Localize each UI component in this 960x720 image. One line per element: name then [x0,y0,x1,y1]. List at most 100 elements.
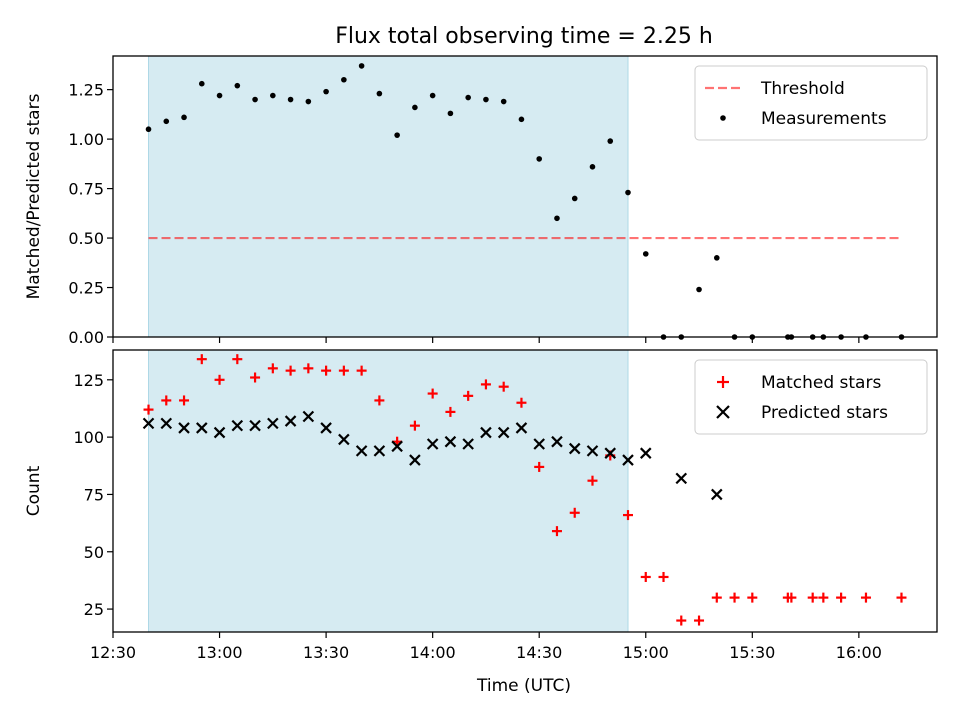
y-tick-label: 0.50 [68,229,104,248]
y-tick-label: 1.25 [68,81,104,100]
matched-star-marker [694,615,705,626]
observing-window-span [148,56,628,337]
matched-star-marker [356,365,367,376]
matched-star-marker [551,526,562,537]
matched-star-marker [569,507,580,518]
measurement-point [625,189,631,196]
predicted-star-marker [426,438,439,450]
measurement-point [376,90,383,97]
measurement-point [607,138,614,144]
measurement-point [394,132,400,138]
matched-star-marker [623,510,633,521]
legend-box [694,359,928,435]
matched-star-marker [427,388,438,399]
measurement-point [429,92,436,99]
predicted-star-marker [231,419,244,432]
predicted-star-marker [196,422,208,434]
matched-star-marker [463,390,474,401]
matched-star-marker [409,420,420,431]
predicted-star-marker [373,445,386,457]
measurement-point [536,156,543,162]
legend-label: Threshold [760,79,845,99]
matched-star-marker [896,592,907,603]
y-tick-label: 125 [73,371,104,390]
predicted-star-marker [409,454,421,466]
x-tick-label: 15:30 [729,643,775,662]
measurement-point [323,88,329,95]
predicted-star-marker [515,422,528,434]
x-axis-label: Time (UTC) [476,676,571,696]
measurement-point [163,118,170,125]
x-tick-label: 14:30 [516,643,562,662]
measurement-point [412,104,418,111]
predicted-star-marker [551,435,563,448]
predicted-star-marker [213,426,226,439]
matched-star-marker [818,592,829,603]
matched-star-marker [676,615,687,626]
measurement-point [589,164,596,170]
top-panel: 0.00 0.25 0.50 0.75 1.00 1.25 Matched/Predicte… [24,55,938,347]
predicted-star-marker [249,419,261,432]
chart-title: Flux total observing time = 2.25 h [335,24,713,49]
x-tick-label: 15:00 [623,643,669,662]
measurement-point [252,96,258,103]
predicted-star-marker [160,417,173,430]
y-axis-label: Count [24,465,44,516]
matched-star-marker [658,571,669,582]
measurement-point [483,96,489,103]
measurement-point [305,98,312,105]
predicted-star-marker [444,435,457,448]
legend-box [694,65,928,141]
predicted-star-marker [604,447,617,459]
legend-measurement-swatch [720,115,726,121]
legend-predicted-swatch [716,405,730,419]
matched-star-marker [161,395,172,406]
matched-star-marker [786,592,797,603]
predicted-star-marker [639,447,652,459]
matched-star-marker [285,365,296,376]
measurement-point [198,80,205,87]
predicted-star-marker [320,422,332,434]
predicted-star-marker [711,488,723,501]
predicted-star-marker [533,438,545,450]
y-tick-label: 1.00 [68,130,104,149]
measurement-point [642,251,649,257]
matched-star-marker [374,395,385,406]
measurement-point [554,215,560,222]
matched-star-marker [498,381,509,392]
predicted-star-marker [586,445,599,457]
y-tick-label: 75 [84,485,104,504]
legend-label: Matched stars [761,373,881,393]
measurement-point [500,98,507,105]
matched-star-marker [338,365,349,376]
matched-star-marker [445,406,456,417]
matched-star-marker [179,395,190,406]
measurement-point [713,255,720,261]
predicted-star-marker [338,433,350,446]
y-tick-label: 100 [73,428,104,447]
predicted-star-marker [355,445,368,457]
predicted-star-marker [178,422,190,434]
y-tick-label: 50 [84,543,104,562]
measurement-point [447,110,454,117]
predicted-star-marker [267,417,279,430]
legend-matched-swatch [717,376,729,388]
matched-star-marker [480,379,491,390]
predicted-star-marker [675,472,688,485]
x-tick-label: 16:00 [836,643,882,662]
measurement-point [145,126,152,133]
predicted-star-marker [284,415,297,427]
predicted-star-marker [622,454,634,466]
matched-star-marker [729,592,740,603]
y-tick-label: 25 [84,600,104,619]
matched-star-marker [143,404,154,415]
matched-star-marker [267,363,278,374]
predicted-star-marker [391,440,403,453]
matched-star-marker [321,365,332,376]
predicted-star-marker [480,426,492,439]
plot-frame [112,349,938,633]
matched-star-marker [196,354,207,365]
legend-label: Predicted stars [761,403,888,423]
measurement-point [341,76,347,83]
